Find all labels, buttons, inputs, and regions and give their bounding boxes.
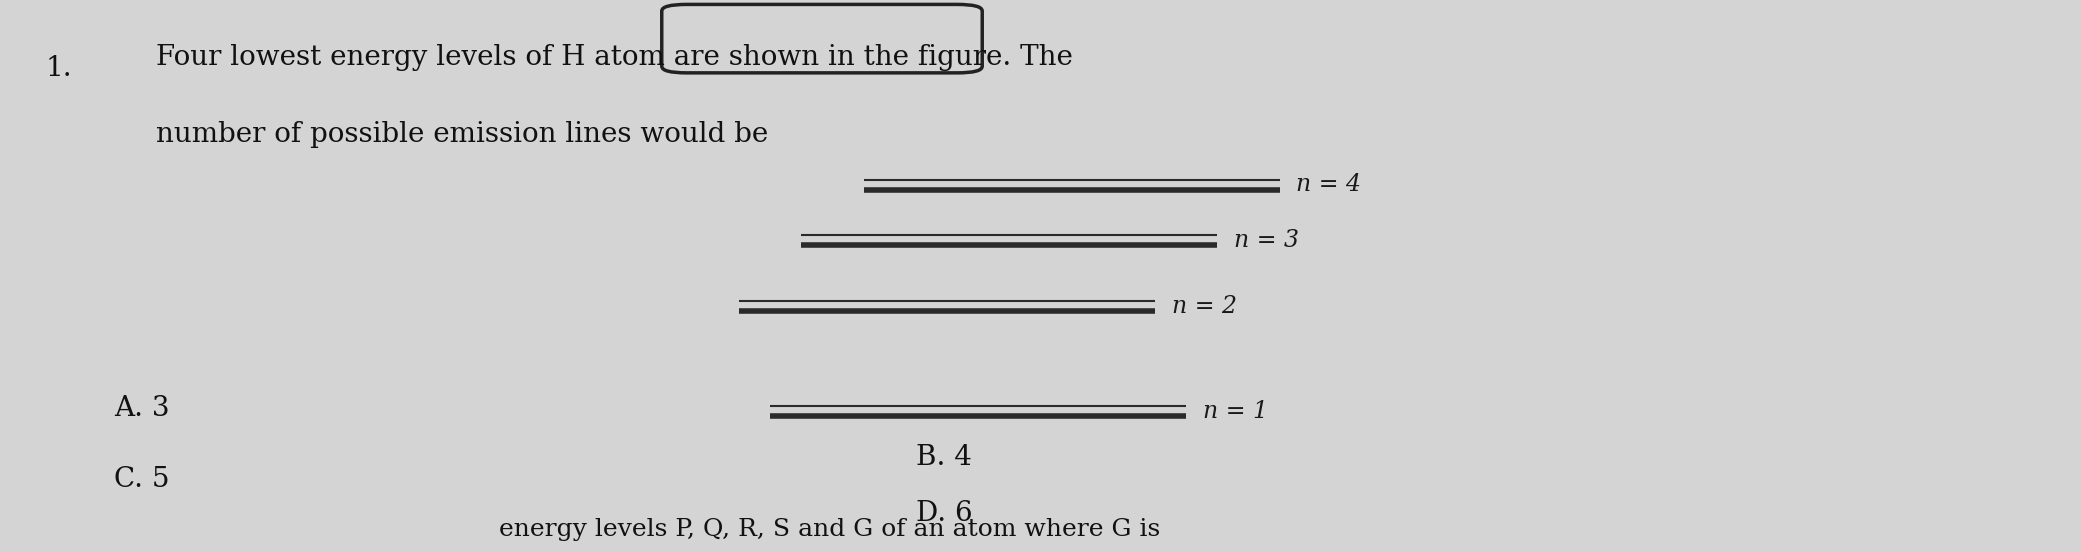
Text: n = 1: n = 1 — [1203, 400, 1267, 423]
Text: A. 3: A. 3 — [114, 395, 171, 422]
Text: energy levels P, Q, R, S and G of an atom where G is: energy levels P, Q, R, S and G of an ato… — [499, 518, 1161, 541]
Text: 1.: 1. — [46, 55, 73, 82]
Text: n = 4: n = 4 — [1296, 173, 1361, 197]
Text: Four lowest energy levels of H atom are shown in the figure. The: Four lowest energy levels of H atom are … — [156, 44, 1074, 71]
Text: B. 4: B. 4 — [916, 444, 972, 471]
Text: C. 5: C. 5 — [114, 466, 171, 493]
FancyBboxPatch shape — [662, 4, 982, 73]
Text: n = 3: n = 3 — [1234, 229, 1299, 252]
Text: number of possible emission lines would be: number of possible emission lines would … — [156, 121, 768, 148]
Text: n = 2: n = 2 — [1172, 295, 1236, 318]
Text: D. 6: D. 6 — [916, 500, 972, 527]
